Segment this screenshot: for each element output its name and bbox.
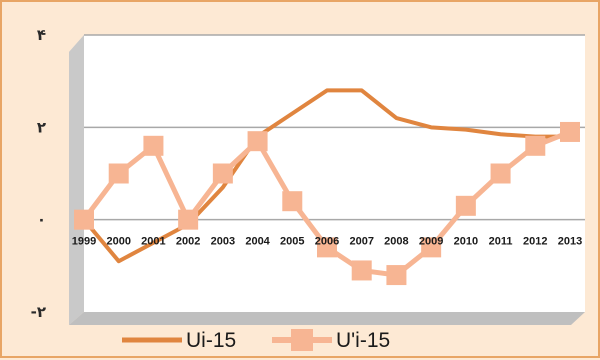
x-tick-label: 1999 — [72, 236, 96, 248]
legend-marker — [291, 329, 313, 351]
x-tick-label: 2005 — [280, 236, 304, 248]
data-point — [421, 237, 442, 258]
data-point — [525, 135, 546, 156]
data-point — [317, 237, 337, 258]
data-point — [247, 131, 268, 152]
x-tick-label: 2011 — [489, 236, 513, 248]
data-point — [212, 163, 233, 184]
x-tick-label: 2013 — [558, 236, 582, 248]
legend: Ui-15 U'i-15 — [122, 329, 390, 352]
series-line — [82, 88, 570, 264]
x-tick-label: 2012 — [523, 236, 547, 248]
data-point — [143, 135, 164, 156]
x-tick-label: 2010 — [454, 236, 478, 248]
y-tick-label: ۰ — [37, 211, 46, 229]
data-point — [108, 163, 129, 184]
series-layer — [74, 88, 580, 286]
x-tick-label: 2003 — [211, 236, 235, 248]
x-tick-label: 2009 — [419, 236, 443, 248]
grid-layer — [84, 34, 585, 221]
data-point — [351, 260, 372, 281]
x-tick-label: 2004 — [245, 236, 270, 248]
data-point — [560, 121, 580, 142]
x-tick-label: 2008 — [384, 236, 408, 248]
data-point — [74, 209, 94, 230]
y-tick-label: ۲ — [37, 118, 46, 136]
data-point — [282, 191, 303, 212]
plot-side-wall — [69, 35, 84, 325]
x-tick-label: 2007 — [349, 236, 373, 248]
x-tick-label: 2006 — [315, 236, 339, 248]
data-point — [490, 163, 511, 184]
legend-label: Ui-15 — [186, 329, 236, 352]
data-point — [386, 265, 407, 286]
legend-label: U'i-15 — [336, 329, 390, 352]
data-point — [178, 209, 199, 230]
y-tick-label: -۲ — [31, 303, 46, 321]
x-axis-ticks: 1999 2000 2001 2002 2003 2004 2005 2006 2007 2008… — [72, 236, 582, 248]
y-axis-ticks: ۴ ۲ ۰ -۲ — [31, 26, 46, 321]
y-tick-label: ۴ — [37, 26, 46, 44]
x-tick-label: 2001 — [141, 236, 165, 248]
plot-floor — [69, 312, 585, 325]
data-point — [455, 195, 476, 216]
x-tick-label: 2000 — [106, 236, 130, 248]
x-tick-label: 2002 — [176, 236, 200, 248]
